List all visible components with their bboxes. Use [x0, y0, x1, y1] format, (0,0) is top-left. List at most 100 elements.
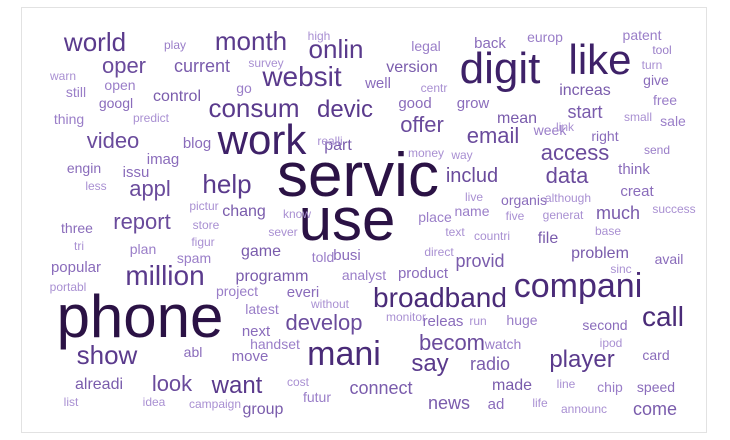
word-alreadi: alreadi [75, 376, 123, 393]
word-futur: futur [303, 389, 331, 405]
word-provid: provid [455, 251, 504, 271]
word-pictur: pictur [189, 199, 218, 213]
word-centr: centr [421, 81, 448, 95]
word-patent: patent [623, 27, 662, 43]
word-well: well [364, 75, 391, 92]
word-live: live [465, 190, 483, 204]
word-speed: speed [637, 379, 675, 395]
word-card: card [642, 347, 669, 363]
word-five: five [506, 209, 525, 223]
word-less: less [85, 179, 106, 193]
word-appl: appl [129, 176, 171, 201]
word-programm: programm [236, 268, 309, 285]
word-back: back [474, 35, 506, 52]
word-watch: watch [484, 336, 522, 352]
word-survey: survey [248, 56, 283, 70]
word-success: success [652, 202, 695, 216]
word-engin: engin [67, 160, 101, 176]
word-becom: becom [419, 330, 485, 355]
word-phone: phone [57, 283, 224, 350]
word-give: give [643, 72, 669, 88]
word-way: way [450, 148, 472, 162]
word-broadband: broadband [373, 282, 507, 313]
word-predict: predict [133, 111, 170, 125]
word-sale: sale [660, 113, 686, 129]
word-store: store [193, 218, 220, 232]
word-game: game [241, 243, 281, 260]
word-show: show [77, 340, 138, 370]
word-open: open [104, 77, 135, 93]
word-digit: digit [460, 44, 541, 93]
word-month: month [215, 26, 287, 56]
word-report: report [113, 209, 170, 234]
word-onlin: onlin [309, 34, 364, 64]
word-file: file [538, 230, 559, 247]
word-move: move [232, 348, 269, 365]
word-websit: websit [261, 61, 342, 92]
word-includ: includ [446, 165, 498, 187]
word-made: made [492, 377, 532, 394]
word-run: run [469, 314, 486, 328]
word-name: name [454, 203, 489, 219]
word-portabl: portabl [50, 280, 87, 294]
word-idea: idea [143, 395, 166, 409]
word-popular: popular [51, 259, 101, 276]
word-thing: thing [54, 111, 84, 127]
word-product: product [398, 265, 449, 282]
word-connect: connect [349, 378, 412, 398]
word-list: list [64, 395, 79, 409]
word-grow: grow [457, 95, 490, 112]
word-email: email [467, 123, 520, 148]
word-huge: huge [506, 312, 537, 328]
word-think: think [618, 161, 650, 178]
word-plan: plan [130, 241, 156, 257]
word-spam: spam [177, 250, 211, 266]
word-increas: increas [559, 82, 611, 99]
word-cloud-frame [21, 7, 707, 433]
word-three: three [61, 220, 93, 236]
word-releas: releas [423, 313, 464, 330]
word-week: week [533, 122, 568, 138]
word-second: second [582, 317, 627, 333]
word-generat: generat [543, 208, 584, 222]
word-good: good [398, 95, 431, 112]
word-start: start [567, 102, 602, 122]
word-project: project [216, 283, 258, 299]
word-help: help [202, 169, 251, 199]
word-chang: chang [222, 203, 266, 220]
word-busi: busi [333, 247, 361, 264]
word-legal: legal [411, 38, 441, 54]
word-line: line [557, 377, 576, 391]
word-look: look [152, 371, 193, 396]
word-handset: handset [250, 336, 300, 352]
word-know: know [283, 207, 311, 221]
word-direct: direct [424, 245, 454, 259]
word-data: data [546, 163, 590, 188]
word-like: like [568, 36, 631, 83]
word-group: group [243, 401, 284, 418]
word-servic: servic [277, 141, 439, 210]
word-warn: warn [49, 69, 76, 83]
word-everi: everi [287, 284, 320, 301]
word-devic: devic [317, 96, 373, 123]
word-figur: figur [191, 235, 214, 249]
word-call: call [642, 301, 684, 332]
word-tri: tri [74, 239, 84, 253]
word-ipod: ipod [600, 336, 623, 350]
word-next: next [242, 323, 271, 340]
word-turn: turn [642, 58, 663, 72]
word-part: part [324, 137, 352, 154]
word-player: player [549, 346, 614, 373]
word-million: million [125, 260, 204, 291]
word-free: free [653, 92, 677, 108]
word-say: say [411, 350, 448, 377]
word-use: use [299, 186, 396, 253]
word-small: small [624, 110, 652, 124]
word-video: video [87, 128, 140, 153]
word-sever: sever [268, 225, 297, 239]
word-life: life [532, 396, 548, 410]
word-offer: offer [400, 112, 444, 137]
word-world: world [63, 27, 126, 57]
word-avail: avail [655, 251, 684, 267]
